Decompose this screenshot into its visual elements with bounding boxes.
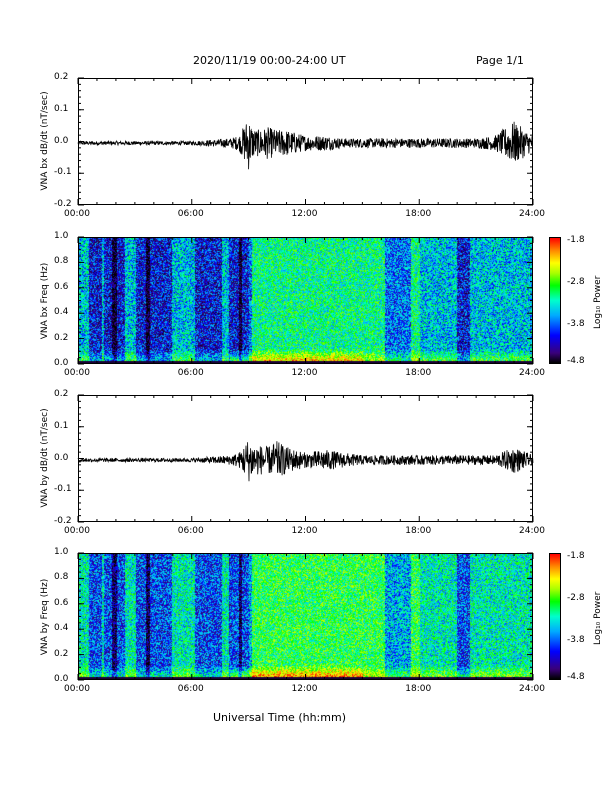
x-tick-label: 00:00: [64, 368, 90, 378]
bx-cbar-tick: -4.8: [567, 356, 585, 366]
x-tick-label: 12:00: [291, 526, 318, 536]
by-cbar-label: Log₁₀ Power: [593, 591, 603, 645]
x-tick-label: 24:00: [519, 684, 545, 694]
y-tick-label: 1.0: [54, 231, 69, 241]
bx-cbar-tick: -1.8: [567, 235, 585, 245]
by-spectrogram-canvas: [78, 553, 533, 680]
bx-spectrogram-axes: [77, 236, 534, 365]
by-cbar-tick: -1.8: [567, 551, 585, 561]
x-tick-label: 24:00: [519, 209, 545, 219]
y-tick-label: 0.6: [54, 281, 69, 292]
x-tick-label: 00:00: [64, 209, 90, 219]
by-cbar-tick: -2.8: [567, 593, 585, 603]
y-tick-label: 0.2: [54, 72, 69, 82]
x-tick-label: 18:00: [405, 684, 432, 694]
y-tick-label: 0.2: [54, 389, 69, 399]
x-tick-label: 00:00: [64, 684, 90, 694]
bx-freq-ylabel: VNA bx Freq (Hz): [40, 262, 50, 340]
x-tick-label: 06:00: [177, 368, 204, 378]
signal-series-line: [77, 441, 534, 482]
y-tick-label: 1.0: [54, 547, 69, 557]
by-spectrogram-axes: [77, 552, 534, 681]
y-tick-label: 0.4: [54, 623, 69, 634]
y-tick-label: -0.1: [54, 167, 72, 178]
bx-dbdt-ylabel: VNA bx dB/dt (nT/sec): [40, 91, 50, 191]
y-tick-label: 0.6: [54, 597, 69, 608]
y-tick-label: 0.2: [54, 648, 69, 659]
y-tick-label: -0.1: [54, 484, 72, 495]
x-tick-label: 00:00: [64, 526, 90, 536]
x-tick-label: 24:00: [519, 368, 545, 378]
y-tick-label: 0.1: [54, 103, 69, 114]
by-cbar-tick: -4.8: [567, 672, 585, 682]
by-dbdt-chart: [77, 394, 534, 523]
page-indicator: Page 1/1: [476, 54, 524, 67]
y-tick-label: 0.4: [54, 307, 69, 318]
by-cbar-tick: -3.8: [567, 635, 585, 645]
x-tick-label: 12:00: [291, 368, 318, 378]
by-colorbar: [549, 553, 561, 680]
y-tick-label: -0.2: [54, 516, 72, 526]
y-tick-label: 0.8: [54, 256, 69, 267]
bx-cbar-label: Log₁₀ Power: [593, 275, 603, 329]
bx-cbar-tick: -2.8: [567, 277, 585, 287]
bx-colorbar: [549, 237, 561, 364]
y-tick-label: 0.0: [54, 674, 69, 684]
bx-cbar-tick: -3.8: [567, 319, 585, 329]
x-tick-label: 18:00: [405, 368, 432, 378]
y-tick-label: 0.0: [54, 135, 69, 146]
x-tick-label: 24:00: [519, 526, 545, 536]
y-tick-label: 0.1: [54, 420, 69, 431]
x-tick-label: 06:00: [177, 209, 204, 219]
x-axis-label: Universal Time (hh:mm): [213, 711, 346, 724]
plot-title: 2020/11/19 00:00-24:00 UT: [193, 54, 346, 67]
signal-series-line: [77, 121, 534, 170]
bx-spectrogram-canvas: [78, 237, 533, 364]
x-tick-label: 06:00: [177, 526, 204, 536]
y-tick-label: 0.0: [54, 452, 69, 463]
y-tick-label: 0.8: [54, 572, 69, 583]
by-dbdt-ylabel: VNA by dB/dt (nT/sec): [40, 408, 50, 508]
x-tick-label: 18:00: [405, 526, 432, 536]
x-tick-label: 06:00: [177, 684, 204, 694]
x-tick-label: 12:00: [291, 684, 318, 694]
y-tick-label: 0.2: [54, 332, 69, 343]
y-tick-label: -0.2: [54, 199, 72, 209]
bx-dbdt-chart: [77, 77, 534, 206]
by-freq-ylabel: VNA by Freq (Hz): [40, 578, 50, 656]
x-tick-label: 12:00: [291, 209, 318, 219]
x-tick-label: 18:00: [405, 209, 432, 219]
y-tick-label: 0.0: [54, 358, 69, 368]
